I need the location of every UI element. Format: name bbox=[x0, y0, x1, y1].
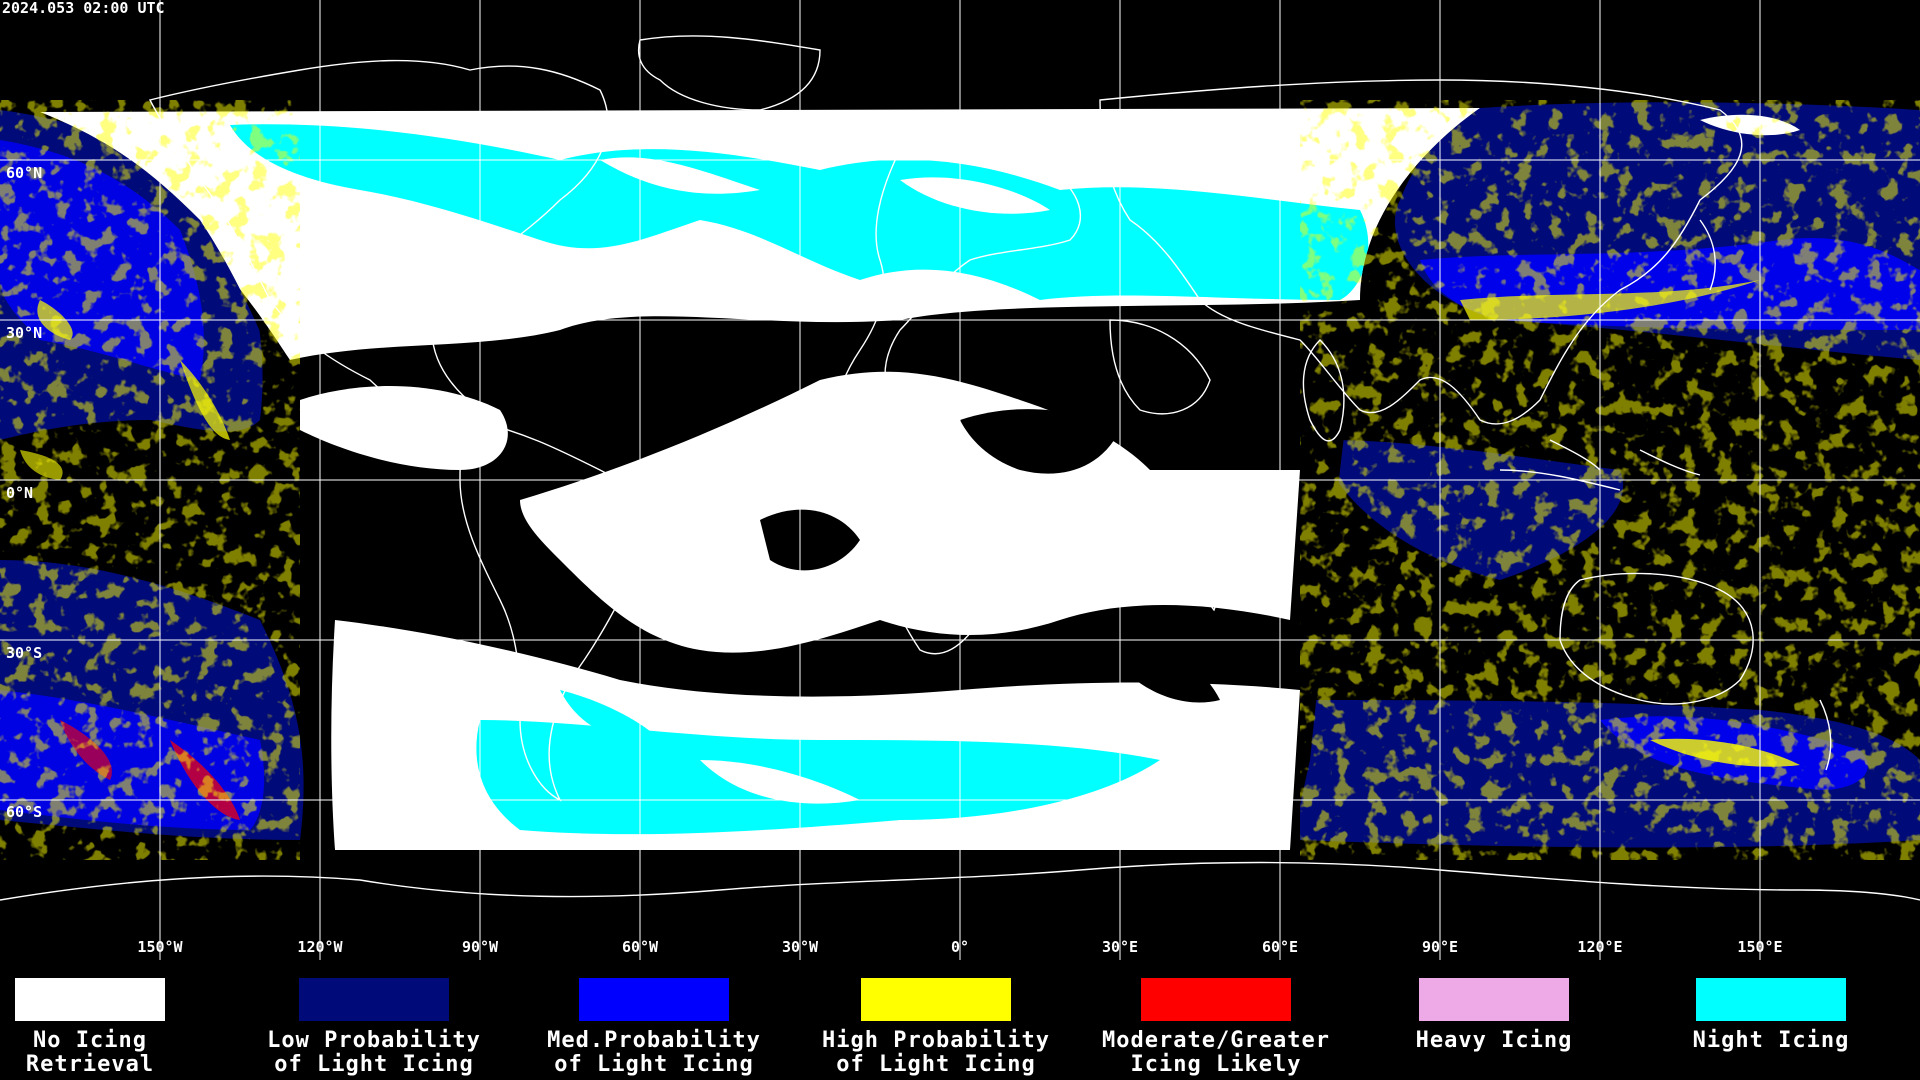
legend-swatch-night-icing bbox=[1696, 978, 1846, 1021]
icing-map: 2024.053 02:00 UTC bbox=[0, 0, 1920, 960]
legend-label-heavy-icing: Heavy Icing bbox=[1415, 1028, 1573, 1053]
lat-label-60n: 60°N bbox=[6, 164, 43, 182]
legend-label-no-icing: No Icing Retrieval bbox=[25, 1028, 155, 1077]
legend-label-high-probability: High Probability of Light Icing bbox=[822, 1028, 1050, 1077]
lon-label-120w: 120°W bbox=[297, 938, 343, 956]
legend-item-high-probability: High Probability of Light Icing bbox=[796, 960, 1076, 1077]
lon-label-90e: 90°E bbox=[1421, 938, 1459, 956]
timestamp: 2024.053 02:00 UTC bbox=[2, 0, 165, 17]
legend-swatch-low-probability bbox=[299, 978, 449, 1021]
legend-swatch-no-icing bbox=[15, 978, 165, 1021]
legend-swatch-heavy-icing bbox=[1419, 978, 1569, 1021]
legend-item-med-probability: Med.Probability of Light Icing bbox=[514, 960, 794, 1077]
legend-item-low-probability: Low Probability of Light Icing bbox=[234, 960, 514, 1077]
legend-item-night-icing: Night Icing bbox=[1631, 960, 1911, 1053]
lon-label-0: 0° bbox=[950, 938, 970, 956]
legend: No Icing Retrieval Low Probability of Li… bbox=[0, 960, 1920, 1080]
legend-label-med-probability: Med.Probability of Light Icing bbox=[547, 1028, 761, 1077]
legend-label-moderate-greater: Moderate/Greater Icing Likely bbox=[1102, 1028, 1330, 1077]
legend-item-moderate-greater: Moderate/Greater Icing Likely bbox=[1076, 960, 1356, 1077]
lon-label-120e: 120°E bbox=[1577, 938, 1623, 956]
lon-label-150w: 150°W bbox=[137, 938, 183, 956]
legend-item-heavy-icing: Heavy Icing bbox=[1354, 960, 1634, 1053]
lat-label-30n: 30°N bbox=[6, 324, 43, 342]
legend-swatch-moderate-greater bbox=[1141, 978, 1291, 1021]
legend-swatch-high-probability bbox=[861, 978, 1011, 1021]
legend-item-no-icing: No Icing Retrieval bbox=[0, 960, 230, 1077]
legend-label-night-icing: Night Icing bbox=[1692, 1028, 1850, 1053]
lon-label-150e: 150°E bbox=[1737, 938, 1783, 956]
legend-label-low-probability: Low Probability of Light Icing bbox=[267, 1028, 481, 1077]
lon-label-60e: 60°E bbox=[1261, 938, 1299, 956]
lon-label-90w: 90°W bbox=[461, 938, 499, 956]
lon-label-30e: 30°E bbox=[1101, 938, 1139, 956]
lat-lon-grid bbox=[0, 0, 1920, 960]
lat-label-0n: 0°N bbox=[6, 484, 34, 502]
legend-swatch-med-probability bbox=[579, 978, 729, 1021]
lat-label-60s: 60°S bbox=[6, 803, 43, 821]
lat-label-30s: 30°S bbox=[6, 644, 43, 662]
coastlines bbox=[0, 35, 1920, 901]
lon-label-60w: 60°W bbox=[621, 938, 659, 956]
lon-label-30w: 30°W bbox=[781, 938, 819, 956]
